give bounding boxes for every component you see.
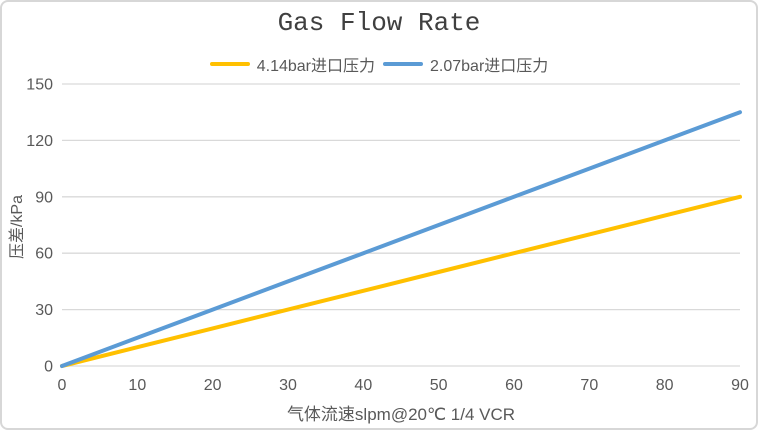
- y-tick-label: 90: [35, 189, 53, 206]
- legend-line-swatch: [383, 62, 423, 66]
- chart-title: Gas Flow Rate: [277, 8, 481, 38]
- x-tick-label: 50: [430, 377, 448, 394]
- series-line-1: [60, 110, 742, 368]
- x-tick-label: 60: [505, 377, 523, 394]
- x-tick-label: 30: [279, 377, 297, 394]
- x-tick-label: 90: [731, 377, 749, 394]
- y-tick-label: 30: [35, 302, 53, 319]
- plot-area: 0 30 60 90 120 150 0 10 20 30 40 50 60 70 80 90: [26, 77, 749, 395]
- x-tick-label: 0: [58, 377, 67, 394]
- x-tick-label: 40: [354, 377, 372, 394]
- legend: 4.14bar进口压力 2.07bar进口压力: [2, 52, 756, 76]
- x-tick-label: 70: [580, 377, 598, 394]
- x-axis-title: 气体流速slpm@20℃ 1/4 VCR: [286, 405, 516, 424]
- legend-item: 2.07bar进口压力: [383, 52, 548, 76]
- legend-label: 2.07bar进口压力: [430, 58, 549, 75]
- x-tick-label: 80: [656, 377, 674, 394]
- y-tick-label: 0: [44, 359, 53, 376]
- y-tick-label: 120: [26, 133, 53, 150]
- y-tick-label: 150: [26, 77, 53, 94]
- y-tick-label: 60: [35, 246, 53, 263]
- legend-label: 4.14bar进口压力: [256, 58, 375, 75]
- x-tick-label: 20: [204, 377, 222, 394]
- legend-item: 4.14bar进口压力: [209, 52, 375, 76]
- y-axis-title: 压差/kPa: [9, 194, 26, 260]
- x-tick-label: 10: [128, 377, 146, 394]
- series-line-0: [60, 194, 742, 368]
- legend-line-swatch: [209, 62, 250, 66]
